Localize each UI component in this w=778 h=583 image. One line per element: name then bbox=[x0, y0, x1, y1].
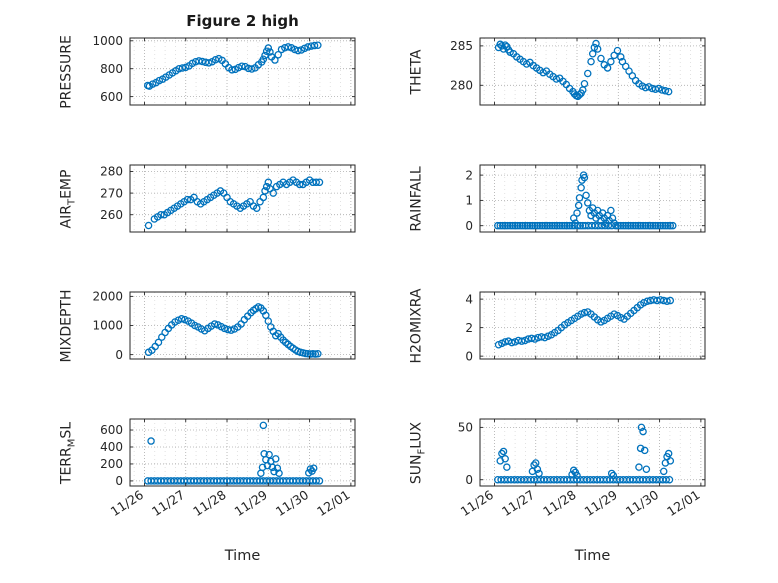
subplot-pressure: PRESSURE 600 800 1000 bbox=[59, 34, 356, 108]
subplot-h2omixra: H2OMIXRA 0 2 4 bbox=[409, 288, 706, 363]
ylabel-pressure: PRESSURE bbox=[58, 34, 75, 109]
svg-text:270: 270 bbox=[100, 186, 123, 200]
svg-text:400: 400 bbox=[100, 440, 123, 454]
svg-text:1000: 1000 bbox=[92, 34, 123, 48]
svg-text:260: 260 bbox=[100, 208, 123, 222]
svg-text:0: 0 bbox=[465, 473, 473, 487]
svg-text:280: 280 bbox=[100, 165, 123, 179]
svg-text:0: 0 bbox=[465, 219, 473, 233]
svg-text:11/26: 11/26 bbox=[458, 487, 496, 519]
plot-area-sunflux: 0 50 11/26 11/27 11/28 11/29 11/30 12/01 bbox=[458, 418, 706, 519]
svg-text:280: 280 bbox=[450, 78, 473, 92]
svg-text:11/29: 11/29 bbox=[582, 487, 620, 519]
plot-area-pressure: 600 800 1000 bbox=[92, 34, 356, 106]
subplot-mixdepth: MIXDEPTH 0 1000 2000 bbox=[59, 289, 356, 362]
ylabel-mixdepth: MIXDEPTH bbox=[58, 289, 75, 362]
plot-area-rainfall: 0 1 2 bbox=[465, 164, 706, 233]
plot-area-theta: 280 285 bbox=[450, 37, 706, 106]
ylabel-h2omixra: H2OMIXRA bbox=[408, 288, 425, 363]
svg-text:11/29: 11/29 bbox=[232, 487, 270, 519]
plot-area-h2omixra: 0 2 4 bbox=[465, 291, 706, 363]
svg-text:285: 285 bbox=[450, 39, 473, 53]
plot-area-airtemp: 260 270 280 bbox=[100, 164, 356, 233]
svg-text:200: 200 bbox=[100, 457, 123, 471]
svg-text:0: 0 bbox=[115, 474, 123, 488]
figure-title: Figure 2 high bbox=[186, 12, 299, 30]
ylabel-terrmsl: TERRMSL bbox=[58, 421, 78, 484]
svg-text:50: 50 bbox=[458, 421, 473, 435]
svg-text:12/01: 12/01 bbox=[314, 487, 352, 519]
svg-text:2: 2 bbox=[465, 321, 473, 335]
svg-text:1: 1 bbox=[465, 194, 473, 208]
ylabel-airtemp: AIRTEMP bbox=[58, 169, 78, 228]
svg-text:11/26: 11/26 bbox=[108, 487, 146, 519]
svg-text:11/30: 11/30 bbox=[623, 487, 661, 519]
ylabel-theta: THETA bbox=[408, 49, 425, 94]
svg-text:600: 600 bbox=[100, 423, 123, 437]
plot-area-terrmsl: 0 200 400 600 11/26 11/27 11/28 11/29 11/30 12/01 bbox=[100, 418, 356, 519]
svg-text:0: 0 bbox=[465, 349, 473, 363]
xlabel-time-left: Time bbox=[224, 548, 261, 564]
xlabel-time-right: Time bbox=[574, 548, 611, 564]
subplot-airtemp: AIRTEMP 260 270 280 bbox=[59, 164, 356, 233]
svg-text:2000: 2000 bbox=[92, 290, 123, 304]
svg-text:11/30: 11/30 bbox=[273, 487, 311, 519]
svg-text:600: 600 bbox=[100, 90, 123, 104]
svg-text:4: 4 bbox=[465, 292, 473, 306]
svg-text:800: 800 bbox=[100, 62, 123, 76]
plot-area-mixdepth: 0 1000 2000 bbox=[92, 290, 356, 362]
svg-text:11/28: 11/28 bbox=[540, 487, 578, 519]
svg-text:11/27: 11/27 bbox=[499, 487, 537, 519]
svg-text:0: 0 bbox=[115, 348, 123, 362]
subplot-theta: THETA 280 285 bbox=[409, 37, 706, 106]
svg-text:11/27: 11/27 bbox=[149, 487, 187, 519]
ylabel-rainfall: RAINFALL bbox=[408, 165, 425, 232]
subplot-rainfall: RAINFALL 0 1 2 bbox=[409, 164, 706, 233]
ylabel-sunflux: SUNFLUX bbox=[408, 421, 428, 484]
svg-text:2: 2 bbox=[465, 168, 473, 182]
svg-text:1000: 1000 bbox=[92, 319, 123, 333]
svg-text:12/01: 12/01 bbox=[664, 487, 702, 519]
subplot-terrmsl: TERRMSL 0 200 400 600 11/26 11/27 11/28 11/29 11… bbox=[59, 418, 356, 519]
subplot-sunflux: SUNFLUX 0 50 11/26 11/27 11/28 11/29 11/30 12/0… bbox=[409, 418, 706, 519]
svg-text:11/28: 11/28 bbox=[190, 487, 228, 519]
